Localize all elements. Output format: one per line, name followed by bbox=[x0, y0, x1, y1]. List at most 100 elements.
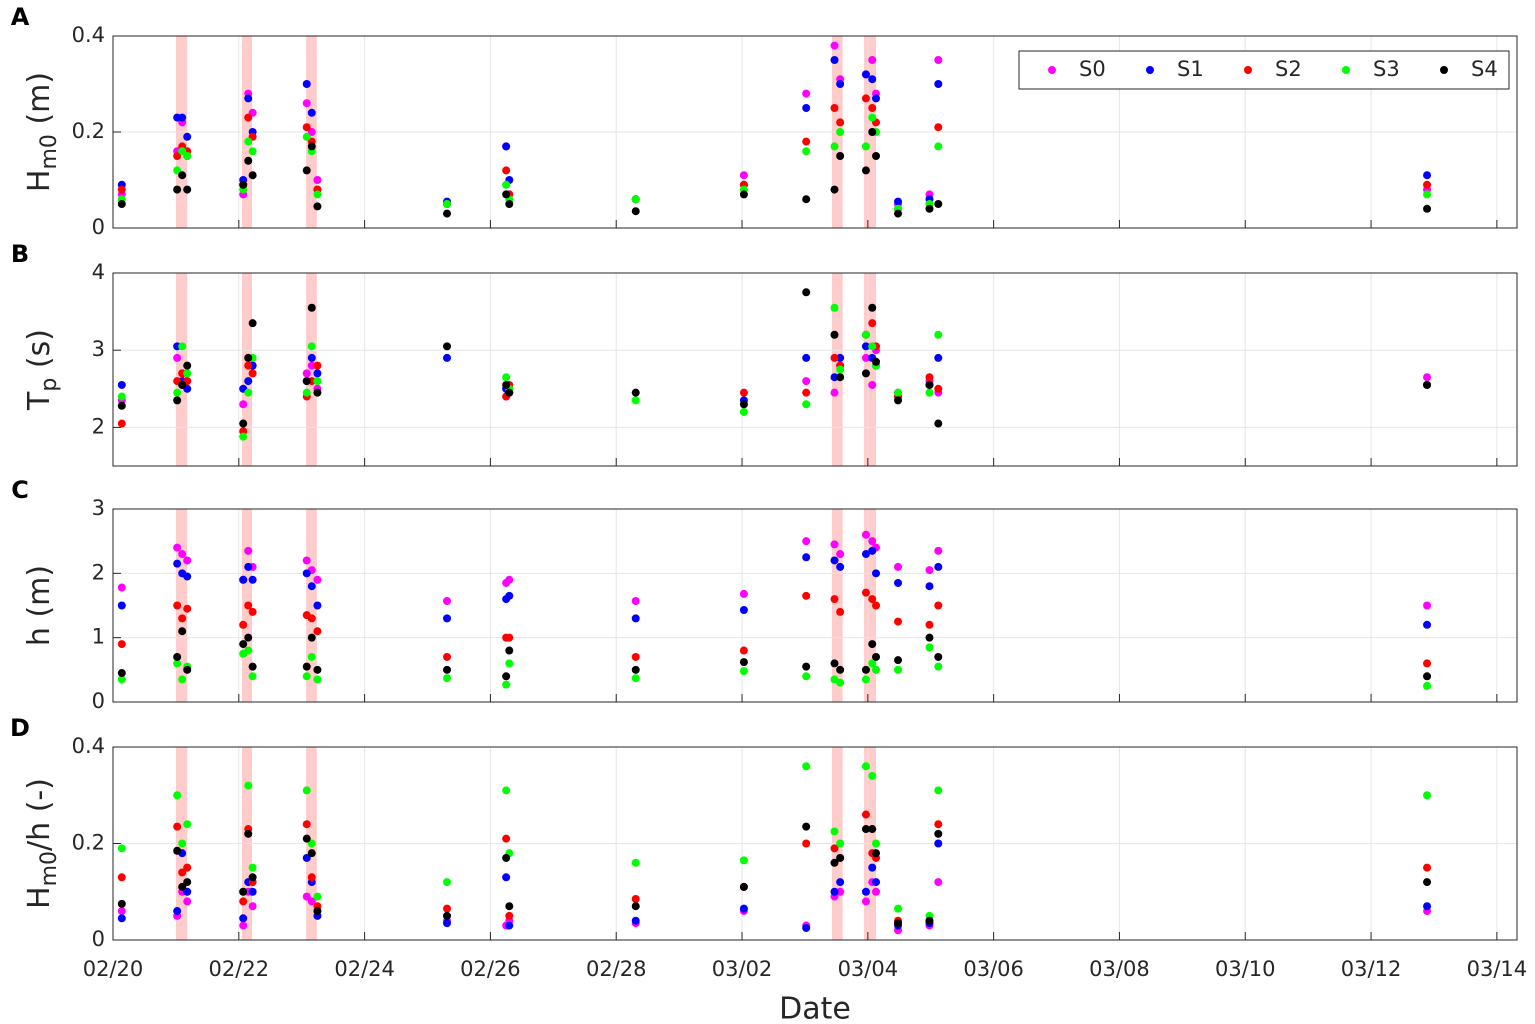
y-tick-label: 0.4 bbox=[72, 23, 105, 47]
data-point bbox=[861, 530, 870, 539]
data-point bbox=[307, 897, 316, 906]
data-point bbox=[830, 556, 839, 565]
data-point bbox=[802, 89, 811, 98]
data-point bbox=[802, 662, 811, 671]
y-tick-label: 0.2 bbox=[72, 119, 105, 143]
data-point bbox=[313, 202, 322, 211]
data-point bbox=[836, 550, 845, 559]
data-point bbox=[178, 550, 187, 559]
data-point bbox=[117, 675, 126, 684]
data-point bbox=[443, 878, 452, 887]
data-point bbox=[1423, 180, 1432, 189]
data-point bbox=[836, 80, 845, 88]
data-point bbox=[248, 873, 257, 882]
data-point bbox=[739, 856, 748, 865]
data-point bbox=[183, 863, 192, 872]
data-point bbox=[505, 659, 514, 668]
data-point bbox=[183, 820, 192, 829]
data-point bbox=[872, 601, 881, 610]
data-point bbox=[631, 614, 640, 623]
y-axis-label-part: /h (-) bbox=[22, 778, 57, 851]
data-point bbox=[739, 904, 748, 913]
data-point bbox=[872, 652, 881, 661]
data-point bbox=[183, 152, 192, 160]
data-point bbox=[1423, 171, 1432, 180]
data-point bbox=[248, 319, 257, 328]
data-point bbox=[836, 128, 845, 136]
panel: 0 1 2 3 Ch (m) bbox=[11, 476, 1518, 713]
data-point bbox=[443, 674, 452, 683]
data-point bbox=[925, 633, 934, 642]
data-point bbox=[117, 392, 126, 401]
data-point bbox=[934, 878, 943, 887]
plot-area bbox=[113, 273, 1517, 466]
data-point bbox=[934, 820, 943, 829]
data-point bbox=[830, 353, 839, 362]
data-point bbox=[739, 606, 748, 615]
data-point bbox=[802, 377, 811, 386]
data-point bbox=[248, 369, 257, 378]
data-point bbox=[302, 369, 311, 378]
data-point bbox=[861, 675, 870, 684]
data-point bbox=[443, 200, 452, 208]
data-point bbox=[117, 914, 126, 923]
data-point bbox=[443, 614, 452, 623]
y-tick-label: 0.4 bbox=[72, 734, 105, 758]
data-point bbox=[443, 596, 452, 605]
data-point bbox=[934, 786, 943, 795]
x-tick-label: 02/28 bbox=[586, 957, 647, 981]
data-point bbox=[868, 104, 877, 112]
shaded-interval bbox=[831, 509, 843, 702]
data-point bbox=[925, 566, 934, 575]
data-point bbox=[505, 591, 514, 600]
data-point bbox=[313, 627, 322, 636]
data-point bbox=[173, 543, 182, 552]
data-point bbox=[244, 361, 253, 370]
data-point bbox=[117, 419, 126, 428]
data-point bbox=[830, 303, 839, 312]
panel: 02/20 02/22 02/24 02/26 02/28 03/02 03/04 03/06… bbox=[10, 714, 1527, 1024]
data-point bbox=[239, 897, 248, 906]
data-point bbox=[802, 137, 811, 146]
data-point bbox=[934, 601, 943, 610]
data-point bbox=[739, 171, 748, 180]
data-point bbox=[443, 665, 452, 674]
data-point bbox=[313, 190, 322, 199]
data-point bbox=[1423, 659, 1432, 668]
data-point bbox=[868, 380, 877, 389]
y-axis-label-part: H bbox=[22, 170, 57, 193]
data-point bbox=[313, 907, 322, 916]
data-point bbox=[868, 546, 877, 555]
data-point bbox=[117, 185, 126, 194]
data-point bbox=[505, 200, 514, 208]
y-tick-label: 0 bbox=[92, 689, 105, 713]
data-point bbox=[173, 601, 182, 610]
legend-label: S0 bbox=[1079, 57, 1106, 81]
data-point bbox=[836, 853, 845, 862]
data-point bbox=[117, 401, 126, 410]
data-point bbox=[307, 342, 316, 351]
data-point bbox=[868, 771, 877, 780]
x-tick-label: 03/10 bbox=[1215, 957, 1276, 981]
data-point bbox=[868, 75, 877, 84]
data-point bbox=[117, 899, 126, 908]
data-point bbox=[739, 667, 748, 676]
x-tick-label: 02/20 bbox=[83, 957, 144, 981]
data-point bbox=[861, 825, 870, 834]
axes-box bbox=[112, 272, 1518, 467]
data-point bbox=[1423, 863, 1432, 872]
data-point bbox=[830, 142, 839, 151]
data-point bbox=[307, 128, 316, 136]
data-point bbox=[178, 113, 187, 122]
data-point bbox=[239, 914, 248, 923]
data-point bbox=[248, 575, 257, 584]
data-point bbox=[1423, 204, 1432, 213]
data-point bbox=[117, 669, 126, 678]
data-point bbox=[830, 185, 839, 194]
data-point bbox=[183, 665, 192, 674]
data-point bbox=[244, 156, 253, 165]
data-point bbox=[173, 791, 182, 800]
data-point bbox=[1423, 380, 1432, 389]
x-tick-label: 03/14 bbox=[1467, 957, 1528, 981]
y-tick-label: 2 bbox=[92, 414, 105, 438]
